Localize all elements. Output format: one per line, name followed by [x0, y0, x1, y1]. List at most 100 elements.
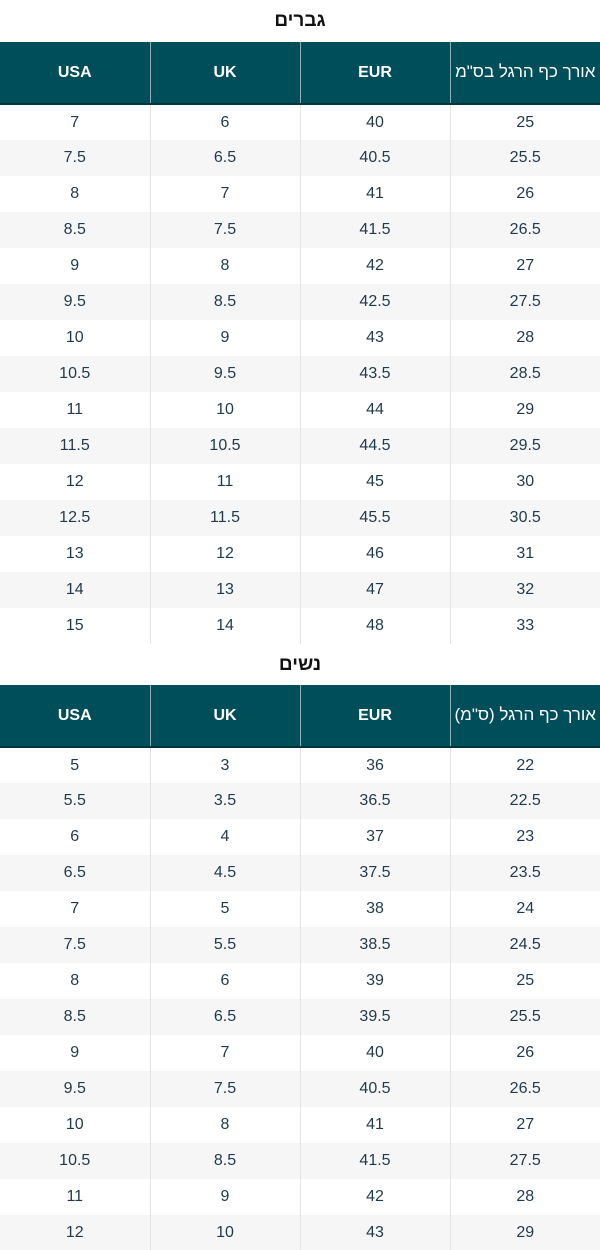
header-uk: UK: [150, 685, 301, 748]
cell-eur: 37.5: [300, 855, 451, 891]
cell-usa: 10: [0, 1107, 151, 1143]
cell-usa: 9.5: [0, 284, 151, 320]
header-foot-length-label: אורך כף הרגל (ס"מ): [454, 705, 596, 724]
cell-usa: 12: [0, 464, 151, 500]
table-row: 9 8 42 27: [0, 248, 600, 284]
table-row: 8.5 6.5 39.5 25.5: [0, 999, 600, 1035]
cell-uk: 9.5: [150, 356, 301, 392]
cell-foot-length: 29.5: [450, 428, 600, 464]
cell-eur: 46: [300, 536, 451, 572]
cell-usa: 10: [0, 320, 151, 356]
cell-usa: 7.5: [0, 140, 151, 176]
cell-usa: 11: [0, 1179, 151, 1215]
cell-usa: 15: [0, 608, 151, 644]
cell-uk: 6.5: [150, 140, 301, 176]
table-row: 9 7 40 26: [0, 1035, 600, 1071]
header-uk: UK: [150, 42, 301, 105]
cell-eur: 36.5: [300, 783, 451, 819]
table-row: 13 12 46 31: [0, 536, 600, 572]
cell-eur: 42: [300, 248, 451, 284]
table-row: 7.5 5.5 38.5 24.5: [0, 927, 600, 963]
table-row: 8.5 7.5 41.5 26.5: [0, 212, 600, 248]
cell-foot-length: 25.5: [450, 999, 600, 1035]
cell-eur: 48: [300, 608, 451, 644]
cell-uk: 5: [150, 891, 301, 927]
cell-usa: 7: [0, 891, 151, 927]
cell-uk: 6.5: [150, 999, 301, 1035]
cell-usa: 9.5: [0, 1071, 151, 1107]
cell-usa: 5: [0, 747, 151, 783]
cell-uk: 8.5: [150, 1143, 301, 1179]
cell-foot-length: 29: [450, 1215, 600, 1250]
cell-usa: 8.5: [0, 212, 151, 248]
cell-uk: 8: [150, 1107, 301, 1143]
cell-foot-length: 25: [450, 104, 600, 140]
table-header-row: USA UK EUR אורך כף הרגל בס"מ: [0, 42, 600, 105]
cell-uk: 12: [150, 536, 301, 572]
table-row: 8 7 41 26: [0, 176, 600, 212]
cell-uk: 13: [150, 572, 301, 608]
men-size-table: USA UK EUR אורך כף הרגל בס"מ 7 6 40 25 7.5 6.…: [0, 42, 600, 644]
cell-uk: 4.5: [150, 855, 301, 891]
cell-foot-length: 27.5: [450, 284, 600, 320]
cell-uk: 11.5: [150, 500, 301, 536]
cell-usa: 13: [0, 536, 151, 572]
cell-usa: 11: [0, 392, 151, 428]
cell-uk: 9: [150, 320, 301, 356]
cell-uk: 3.5: [150, 783, 301, 819]
cell-usa: 10.5: [0, 356, 151, 392]
cell-uk: 6: [150, 104, 301, 140]
cell-uk: 10: [150, 392, 301, 428]
table-row: 6.5 4.5 37.5 23.5: [0, 855, 600, 891]
cell-eur: 40.5: [300, 1071, 451, 1107]
cell-eur: 41.5: [300, 212, 451, 248]
cell-uk: 3: [150, 747, 301, 783]
cell-usa: 8.5: [0, 999, 151, 1035]
cell-usa: 14: [0, 572, 151, 608]
cell-uk: 14: [150, 608, 301, 644]
cell-eur: 42.5: [300, 284, 451, 320]
header-foot-length: אורך כף הרגל (ס"מ): [450, 685, 600, 748]
cell-foot-length: 24: [450, 891, 600, 927]
cell-eur: 45: [300, 464, 451, 500]
cell-usa: 7: [0, 104, 151, 140]
cell-foot-length: 25.5: [450, 140, 600, 176]
cell-usa: 6.5: [0, 855, 151, 891]
table-row: 5.5 3.5 36.5 22.5: [0, 783, 600, 819]
cell-foot-length: 26.5: [450, 1071, 600, 1107]
cell-foot-length: 27: [450, 248, 600, 284]
table-row: 9.5 8.5 42.5 27.5: [0, 284, 600, 320]
cell-usa: 9: [0, 248, 151, 284]
cell-eur: 40: [300, 1035, 451, 1071]
cell-foot-length: 28: [450, 320, 600, 356]
table-row: 12 11 45 30: [0, 464, 600, 500]
cell-eur: 36: [300, 747, 451, 783]
cell-foot-length: 25: [450, 963, 600, 999]
cell-uk: 10.5: [150, 428, 301, 464]
table-header-row: USA UK EUR אורך כף הרגל (ס"מ): [0, 685, 600, 748]
cell-eur: 39: [300, 963, 451, 999]
cell-uk: 9: [150, 1179, 301, 1215]
cell-usa: 12.5: [0, 500, 151, 536]
cell-foot-length: 26: [450, 176, 600, 212]
cell-eur: 42: [300, 1179, 451, 1215]
cell-foot-length: 22.5: [450, 783, 600, 819]
cell-foot-length: 23.5: [450, 855, 600, 891]
cell-usa: 7.5: [0, 927, 151, 963]
cell-foot-length: 33: [450, 608, 600, 644]
table-row: 6 4 37 23: [0, 819, 600, 855]
cell-foot-length: 22: [450, 747, 600, 783]
cell-usa: 5.5: [0, 783, 151, 819]
women-size-section: נשים USA UK EUR אורך כף הרגל (ס"מ) 5 3 36 2…: [0, 644, 600, 1250]
cell-usa: 10.5: [0, 1143, 151, 1179]
header-foot-length: אורך כף הרגל בס"מ: [450, 42, 600, 105]
cell-eur: 38.5: [300, 927, 451, 963]
cell-eur: 41.5: [300, 1143, 451, 1179]
header-foot-length-label: אורך כף הרגל בס"מ: [455, 62, 596, 81]
table-row: 11 10 44 29: [0, 392, 600, 428]
cell-foot-length: 27: [450, 1107, 600, 1143]
cell-eur: 44.5: [300, 428, 451, 464]
cell-eur: 41: [300, 176, 451, 212]
table-row: 11 9 42 28: [0, 1179, 600, 1215]
cell-foot-length: 31: [450, 536, 600, 572]
